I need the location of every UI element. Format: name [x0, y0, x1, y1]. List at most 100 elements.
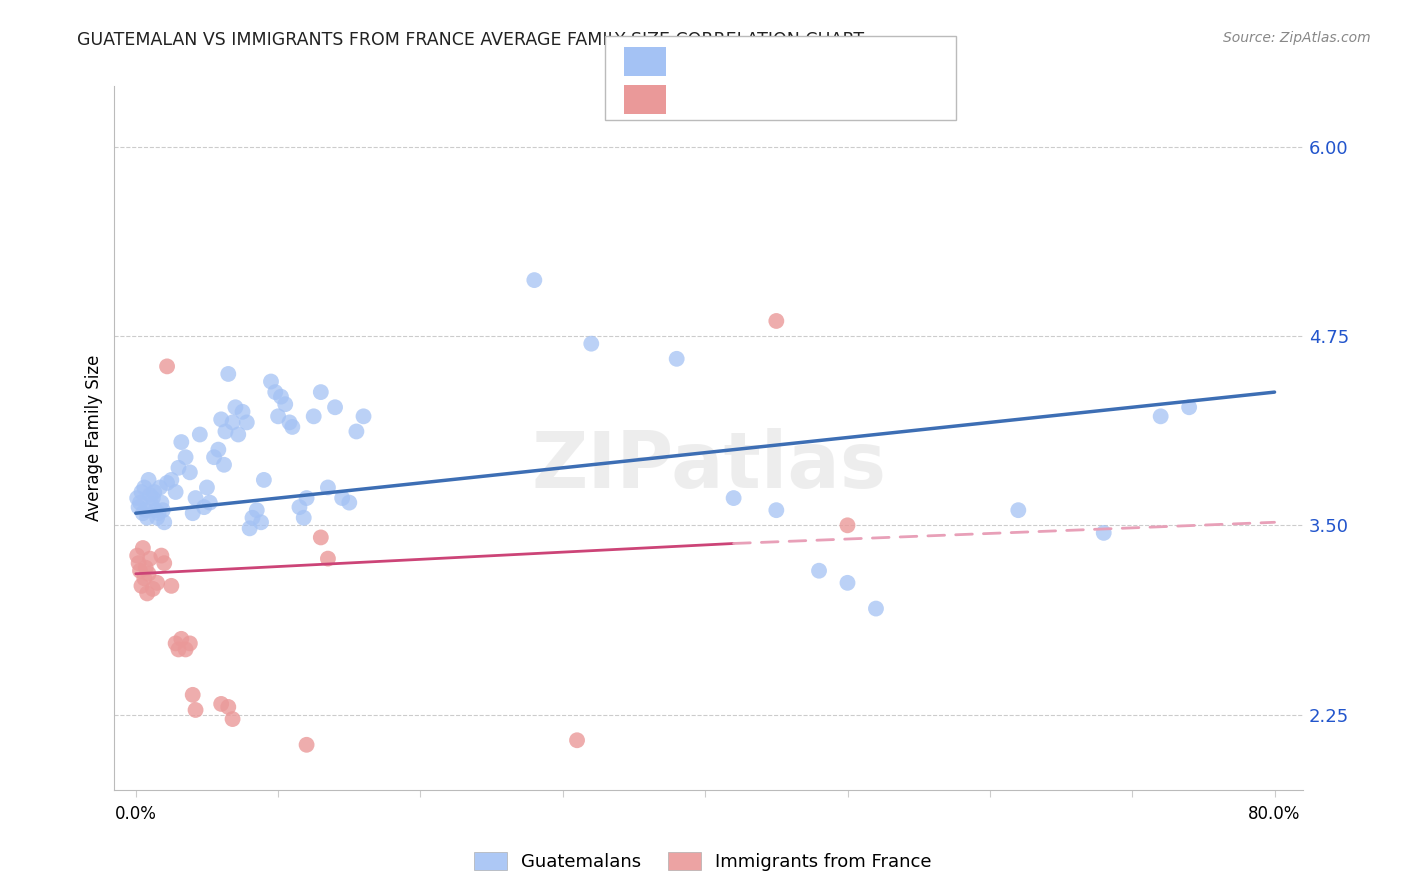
Point — [765, 503, 787, 517]
Legend: Guatemalans, Immigrants from France: Guatemalans, Immigrants from France — [467, 846, 939, 879]
Point — [138, 566, 160, 581]
Point — [146, 510, 169, 524]
Text: N =: N = — [828, 90, 862, 108]
Point — [127, 549, 149, 563]
Point — [139, 488, 162, 502]
Point — [202, 450, 225, 465]
Point — [209, 697, 232, 711]
Point — [193, 500, 215, 515]
Point — [865, 601, 887, 615]
Point — [142, 582, 165, 596]
Point — [226, 427, 249, 442]
Point — [188, 427, 211, 442]
Point — [224, 401, 246, 415]
Point — [179, 636, 201, 650]
Point — [323, 401, 346, 415]
Point — [231, 405, 253, 419]
Point — [292, 510, 315, 524]
Point — [250, 516, 273, 530]
Point — [167, 642, 190, 657]
Point — [174, 642, 197, 657]
Point — [138, 473, 160, 487]
Point — [236, 416, 259, 430]
Y-axis label: Average Family Size: Average Family Size — [86, 355, 103, 522]
Point — [217, 700, 239, 714]
Point — [160, 473, 183, 487]
Point — [837, 518, 859, 533]
Point — [295, 738, 318, 752]
Point — [141, 497, 163, 511]
Point — [309, 385, 332, 400]
Point — [270, 390, 292, 404]
Point — [316, 551, 339, 566]
Point — [146, 575, 169, 590]
Point — [808, 564, 831, 578]
Point — [239, 521, 262, 535]
Text: 77: 77 — [887, 53, 910, 70]
Point — [209, 412, 232, 426]
Point — [179, 466, 201, 480]
Point — [135, 503, 157, 517]
Point — [134, 480, 156, 494]
Point — [165, 485, 187, 500]
Point — [337, 495, 360, 509]
Text: GUATEMALAN VS IMMIGRANTS FROM FRANCE AVERAGE FAMILY SIZE CORRELATION CHART: GUATEMALAN VS IMMIGRANTS FROM FRANCE AVE… — [77, 31, 865, 49]
Point — [132, 506, 155, 520]
Point — [523, 273, 546, 287]
Point — [127, 491, 149, 505]
Point — [253, 473, 276, 487]
Point — [302, 409, 325, 424]
Point — [316, 480, 339, 494]
Point — [1178, 401, 1201, 415]
Point — [278, 416, 301, 430]
Point — [131, 579, 153, 593]
Point — [149, 480, 172, 494]
Point — [217, 367, 239, 381]
Point — [207, 442, 229, 457]
Point — [330, 491, 353, 505]
Point — [129, 564, 152, 578]
Point — [765, 314, 787, 328]
Text: 31: 31 — [887, 90, 910, 108]
Point — [184, 703, 207, 717]
Point — [246, 503, 269, 517]
Point — [1007, 503, 1029, 517]
Point — [156, 359, 179, 374]
Point — [129, 495, 152, 509]
Point — [198, 495, 221, 509]
Point — [242, 510, 264, 524]
Text: R =: R = — [679, 90, 713, 108]
Point — [150, 495, 173, 509]
Point — [128, 500, 150, 515]
Point — [128, 556, 150, 570]
Point — [145, 503, 167, 517]
Point — [181, 688, 204, 702]
Point — [1150, 409, 1173, 424]
Point — [174, 450, 197, 465]
Point — [221, 416, 243, 430]
Point — [181, 506, 204, 520]
Text: ZIPatlas: ZIPatlas — [531, 428, 886, 505]
Point — [153, 556, 176, 570]
Point — [142, 491, 165, 505]
Point — [221, 712, 243, 726]
Point — [195, 480, 218, 494]
Point — [260, 375, 283, 389]
Point — [132, 541, 155, 555]
Point — [288, 500, 311, 515]
Text: 0.171: 0.171 — [775, 90, 825, 108]
Point — [160, 579, 183, 593]
Point — [264, 385, 287, 400]
Point — [274, 397, 297, 411]
Text: N =: N = — [828, 53, 862, 70]
Point — [131, 485, 153, 500]
Point — [353, 409, 375, 424]
Text: R =: R = — [679, 53, 713, 70]
Point — [156, 475, 179, 490]
Point — [723, 491, 745, 505]
Point — [167, 460, 190, 475]
Point — [212, 458, 235, 472]
Point — [309, 530, 332, 544]
Point — [837, 575, 859, 590]
Point — [184, 491, 207, 505]
